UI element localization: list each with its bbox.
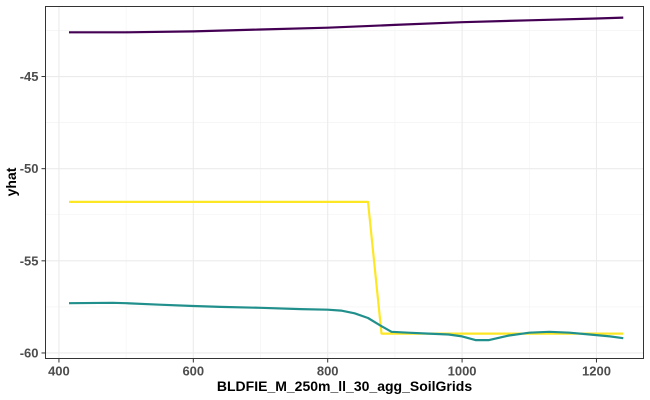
- grid-lines: [45, 6, 644, 359]
- x-axis-title: BLDFIE_M_250m_ll_30_agg_SoilGrids: [217, 378, 472, 394]
- y-tick-label: -50: [20, 161, 39, 176]
- y-tick-label: -60: [20, 345, 39, 360]
- y-axis-title: yhat: [3, 167, 19, 196]
- x-tick-label: 1000: [448, 364, 477, 379]
- x-tick-label: 1200: [582, 364, 611, 379]
- series-line-1: [69, 16, 624, 34]
- series-line-3: [68, 301, 624, 342]
- series-line-2: [69, 200, 624, 335]
- x-tick-label: 400: [48, 364, 70, 379]
- y-tick-label: -45: [20, 69, 39, 84]
- y-tick-label: -55: [20, 253, 39, 268]
- data-series: [68, 16, 624, 342]
- x-tick-label: 600: [182, 364, 204, 379]
- panel-border: [45, 6, 644, 359]
- x-tick-label: 800: [317, 364, 339, 379]
- axis-ticks: 400 600 800 1000 1200 -45 -50 -55 -60: [20, 69, 611, 378]
